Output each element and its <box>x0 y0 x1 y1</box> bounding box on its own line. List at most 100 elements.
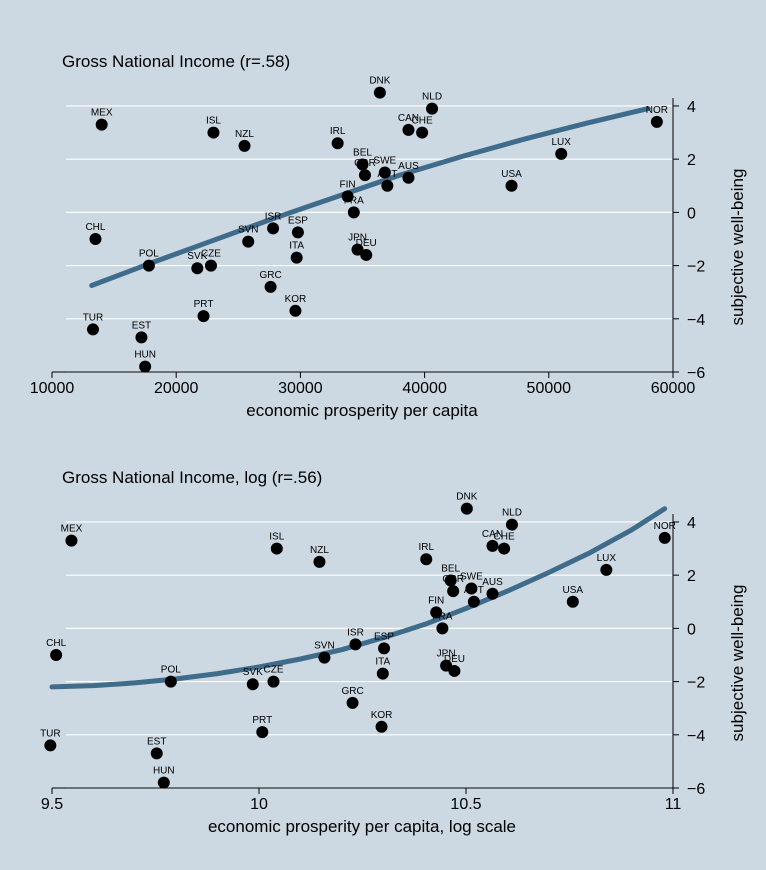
y-tick-label: −6 <box>687 781 705 798</box>
point-label: NZL <box>310 545 329 556</box>
point-label: FIN <box>340 179 356 190</box>
y-tick-label: 0 <box>687 621 696 638</box>
data-point <box>139 360 152 373</box>
data-point <box>191 262 204 275</box>
data-point <box>267 675 280 688</box>
data-point <box>358 169 371 182</box>
point-label: KOR <box>285 294 307 305</box>
point-label: ESP <box>288 215 308 226</box>
point-label: NOR <box>654 521 676 532</box>
panel-title: Gross National Income, log (r=.56) <box>62 468 322 487</box>
y-tick-label: −2 <box>687 259 705 276</box>
point-label: EST <box>147 736 166 747</box>
data-point <box>351 243 364 256</box>
point-label: MEX <box>61 524 83 535</box>
data-point <box>566 595 579 608</box>
fit-curve-group <box>49 506 668 690</box>
data-point <box>86 323 99 336</box>
data-point <box>65 534 78 547</box>
data-point <box>360 248 373 261</box>
point-label: TUR <box>83 312 104 323</box>
point-label: GBR <box>354 158 376 169</box>
point-label: LUX <box>597 553 617 564</box>
data-point <box>135 331 148 344</box>
data-point <box>378 166 391 179</box>
panel-title: Gross National Income (r=.58) <box>62 52 290 71</box>
data-point <box>555 147 568 160</box>
data-point <box>650 115 663 128</box>
y-axis-title: subjective well-being <box>728 169 747 326</box>
point-label: FRA <box>432 611 452 622</box>
data-point <box>290 251 303 264</box>
data-point <box>150 747 163 760</box>
data-point <box>402 123 415 136</box>
point-label: MEX <box>91 108 113 119</box>
point-label: NOR <box>646 105 668 116</box>
point-label: PRT <box>252 715 272 726</box>
point-label: IRL <box>330 126 346 137</box>
data-point <box>204 259 217 272</box>
data-point <box>498 542 511 555</box>
data-point <box>505 179 518 192</box>
point-label: DEU <box>356 238 377 249</box>
point-label: PRT <box>194 299 214 310</box>
data-point <box>349 638 362 651</box>
data-point <box>436 622 449 635</box>
data-point <box>313 555 326 568</box>
data-point <box>402 171 415 184</box>
point-label: CZE <box>201 249 221 260</box>
point-label: CHE <box>494 532 515 543</box>
data-point <box>95 118 108 131</box>
data-point <box>444 574 457 587</box>
data-point <box>207 126 220 139</box>
point-label: DEU <box>444 654 465 665</box>
data-point <box>256 726 269 739</box>
point-label: CHL <box>46 638 66 649</box>
data-point <box>289 304 302 317</box>
data-point <box>356 158 369 171</box>
x-tick-label: 60000 <box>651 380 696 397</box>
y-tick-label: 0 <box>687 205 696 222</box>
point-label: ISR <box>347 627 364 638</box>
scatter-panel-gni-log: Gross National Income, log (r=.56) MEX IS… <box>40 468 747 836</box>
fit-curve-group <box>89 106 651 288</box>
data-point <box>448 664 461 677</box>
point-label: ISR <box>265 211 282 222</box>
data-point <box>347 206 360 219</box>
point-label: AUS <box>482 577 503 588</box>
data-point <box>375 720 388 733</box>
point-label: LUX <box>551 137 571 148</box>
data-point <box>246 678 259 691</box>
y-tick-label: −2 <box>687 675 705 692</box>
data-point <box>341 190 354 203</box>
data-point <box>50 648 63 661</box>
data-point <box>467 595 480 608</box>
point-label: SVK <box>243 667 263 678</box>
point-label: BEL <box>441 563 460 574</box>
data-point <box>89 232 102 245</box>
point-label: USA <box>501 169 522 180</box>
data-point <box>486 587 499 600</box>
data-point <box>242 235 255 248</box>
data-point <box>291 226 304 239</box>
x-axis-title: economic prosperity per capita <box>246 401 478 420</box>
x-tick-label: 30000 <box>278 380 323 397</box>
point-label: POL <box>139 249 159 260</box>
data-point <box>44 739 57 752</box>
point-label: EST <box>132 320 151 331</box>
point-label: CAN <box>398 113 419 124</box>
point-label: ISL <box>206 116 221 127</box>
point-label: JPN <box>348 233 367 244</box>
point-label: KOR <box>371 710 393 721</box>
y-tick-label: −4 <box>687 728 705 745</box>
x-tick-label: 10.5 <box>450 796 481 813</box>
data-point <box>264 280 277 293</box>
point-label: BEL <box>353 147 372 158</box>
x-tick-label: 10000 <box>30 380 75 397</box>
y-tick-label: 4 <box>687 99 696 116</box>
data-point <box>331 137 344 150</box>
x-tick-label: 9.5 <box>41 796 63 813</box>
